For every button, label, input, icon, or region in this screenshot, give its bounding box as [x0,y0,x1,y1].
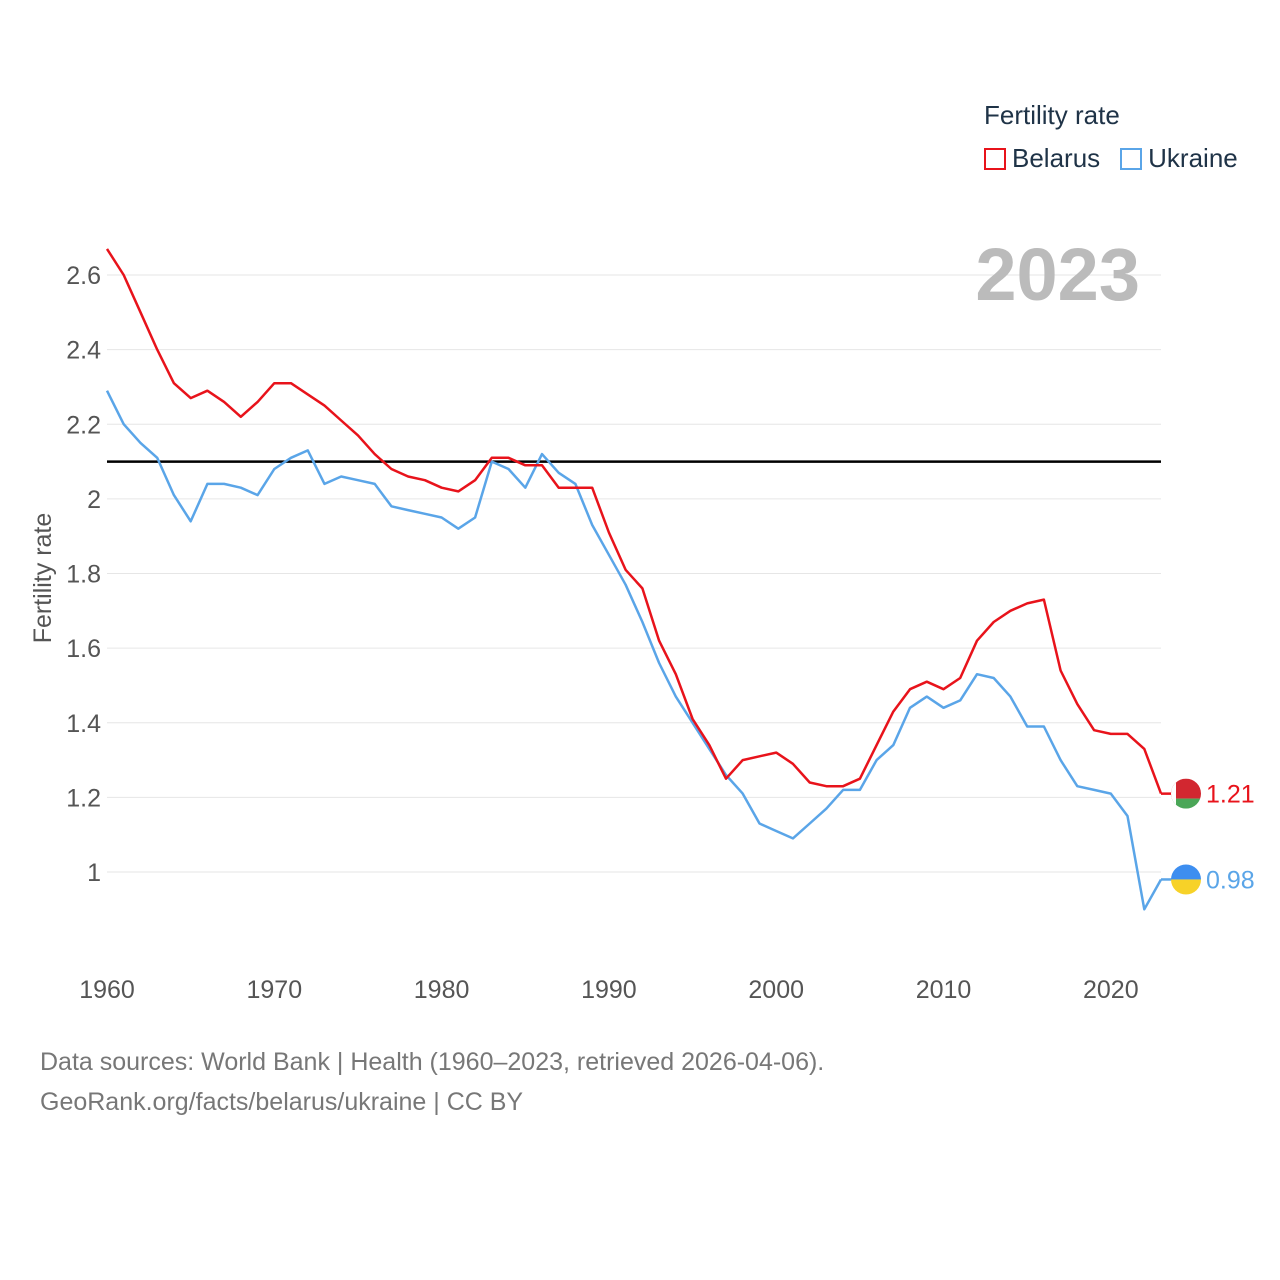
year-label: 2023 [975,233,1140,316]
y-axis-ticks: 1 1.2 1.4 1.6 1.8 2 2.2 2.4 2.6 [66,262,101,887]
y-tick-label: 1 [87,859,101,887]
series-lines [105,248,1163,911]
x-tick-label: 1960 [79,976,135,1004]
legend-item-ukraine[interactable]: Ukraine [1120,143,1238,174]
legend-label-ukraine: Ukraine [1148,143,1238,173]
series-line-ukraine[interactable] [105,390,1163,911]
y-tick-label: 1.4 [66,710,101,738]
y-tick-label: 1.2 [66,784,101,812]
legend-swatch-ukraine [1120,147,1143,170]
end-value-belarus: 1.21 [1206,781,1255,809]
source-line-2[interactable]: GeoRank.org/facts/belarus/ukraine | CC B… [40,1088,524,1116]
x-tick-label: 1980 [414,976,470,1004]
source-note: Data sources: World Bank | Health (1960–… [40,1042,824,1122]
gridlines [107,274,1161,873]
x-tick-label: 1990 [581,976,637,1004]
y-tick-label: 2 [87,486,101,514]
x-tick-label: 2010 [916,976,972,1004]
x-tick-label: 2020 [1083,976,1139,1004]
y-tick-label: 1.8 [66,561,101,589]
y-axis-label: Fertility rate [29,513,57,644]
flag-belarus-icon [1171,778,1201,809]
x-axis-ticks: 1960 1970 1980 1990 2000 2010 2020 [79,976,1138,1004]
series-line-belarus[interactable] [105,248,1163,795]
flag-ukraine-icon [1171,864,1201,895]
end-markers: 0.98 1.21 [1161,778,1255,895]
legend-item-belarus[interactable]: Belarus [984,143,1100,174]
legend-label-belarus: Belarus [1012,143,1101,173]
legend-title: Fertility rate [984,100,1120,130]
y-tick-label: 2.4 [66,337,101,365]
y-tick-label: 1.6 [66,635,101,663]
x-tick-label: 1970 [246,976,302,1004]
legend-swatch-belarus [984,147,1006,170]
y-tick-label: 2.2 [66,411,101,439]
source-line-1: Data sources: World Bank | Health (1960–… [40,1048,825,1076]
legend: Fertility rate Belarus Ukraine [984,100,1238,174]
y-tick-label: 2.6 [66,262,101,290]
x-tick-label: 2000 [748,976,804,1004]
end-value-ukraine: 0.98 [1206,866,1255,894]
